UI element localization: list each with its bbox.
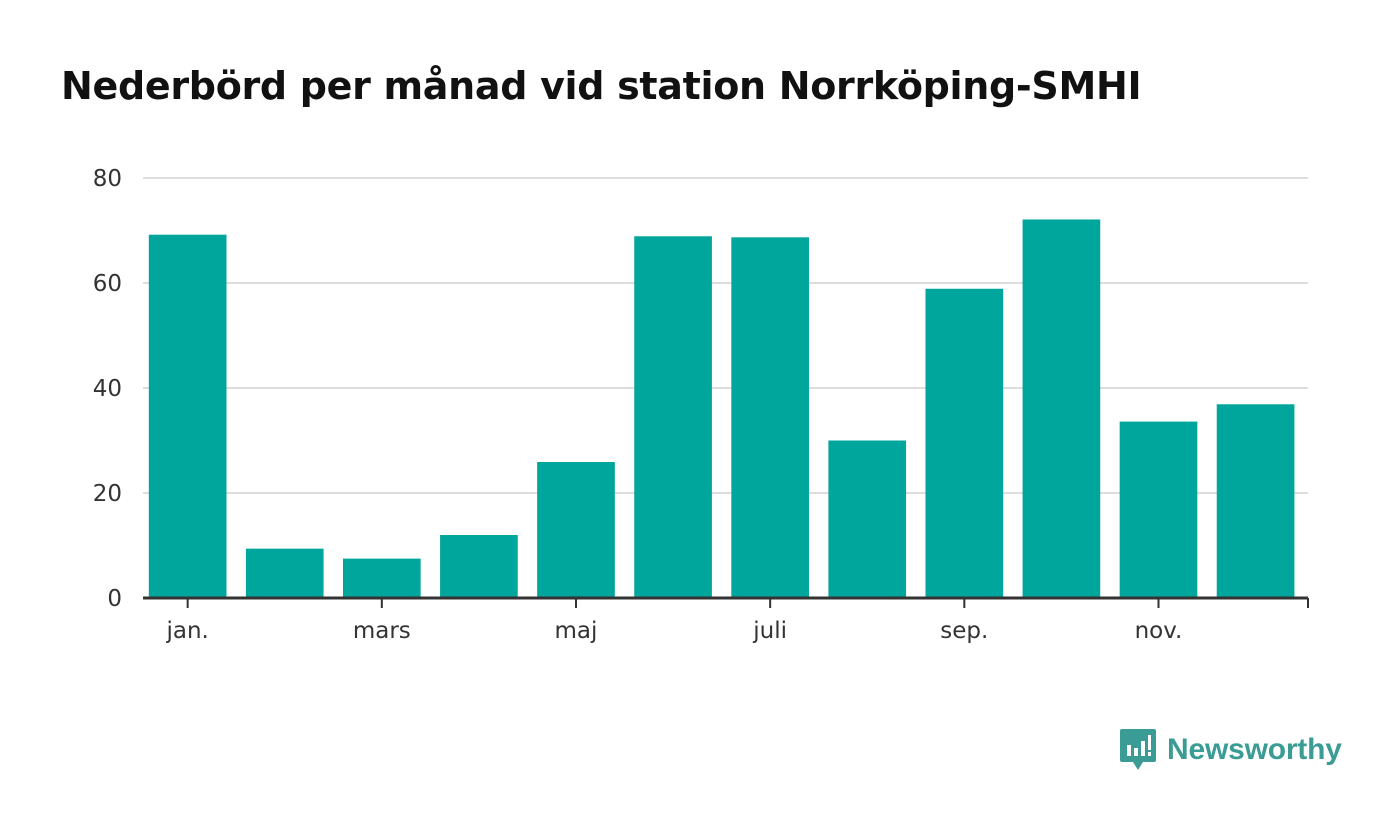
x-tick-label: mars — [353, 618, 411, 644]
bar-chart: 0 20 40 60 80 jan. mars maj juli sep. nov. — [93, 166, 1309, 644]
grid-lines — [143, 177, 1308, 494]
x-tick-label: nov. — [1135, 618, 1183, 644]
x-tick-label: sep. — [940, 618, 988, 644]
chat-bar-chart-icon — [1120, 729, 1156, 770]
y-tick-label: 60 — [93, 271, 122, 297]
x-tick-label: jan. — [165, 618, 208, 644]
y-axis: 0 20 40 60 80 — [93, 166, 122, 612]
bar-maj — [537, 462, 615, 598]
bars — [148, 219, 1295, 598]
chart-title: Nederbörd per månad vid station Norrköpi… — [61, 64, 1142, 108]
y-tick-label: 80 — [93, 166, 122, 192]
bar-mars — [342, 558, 421, 598]
bar-dec — [1216, 404, 1295, 598]
bar-nov — [1119, 421, 1198, 598]
y-tick-label: 40 — [93, 376, 122, 402]
bar-sep — [925, 288, 1004, 598]
brand-name: Newsworthy — [1167, 733, 1342, 766]
x-tick-label: juli — [752, 618, 787, 644]
brand-logo: Newsworthy — [1119, 728, 1342, 772]
bar-feb — [245, 548, 324, 598]
y-tick-label: 0 — [107, 586, 122, 612]
bar-jan — [148, 234, 227, 598]
bar-aug — [828, 440, 907, 598]
x-tick-label: maj — [555, 618, 598, 644]
y-tick-label: 20 — [93, 481, 122, 507]
bar-juni — [634, 236, 712, 598]
bar-juli — [731, 237, 809, 598]
x-axis: jan. mars maj juli sep. nov. — [143, 596, 1309, 644]
bar-okt — [1022, 219, 1101, 598]
bar-apr — [440, 535, 518, 598]
